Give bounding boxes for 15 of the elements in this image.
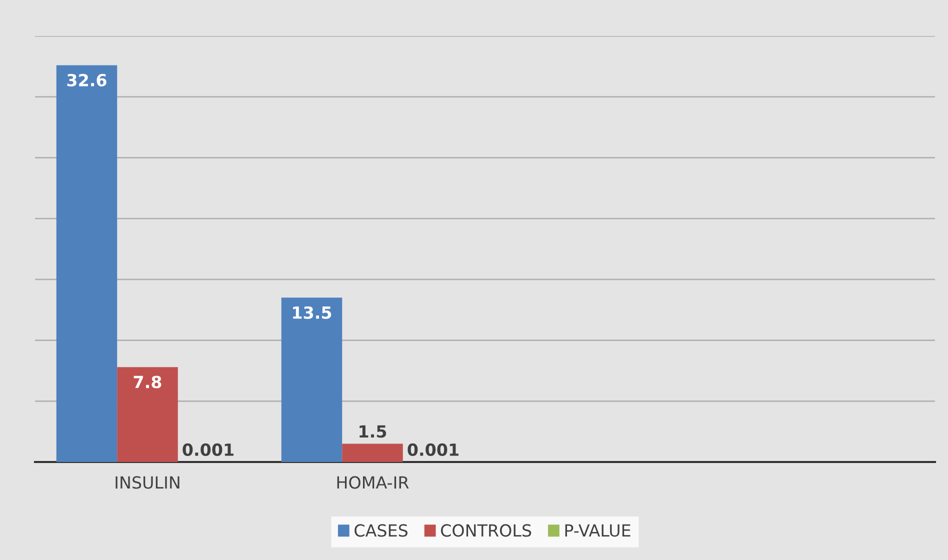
legend-label: P-VALUE	[565, 524, 630, 537]
bar	[281, 298, 342, 462]
data-label: 7.8	[134, 376, 162, 388]
bar	[117, 367, 178, 462]
data-label: 0.001	[182, 443, 234, 456]
bar	[56, 65, 118, 462]
data-label: 1.5	[360, 425, 386, 438]
legend-label: CONTROLS	[441, 524, 532, 537]
data-label: 13.5	[293, 306, 332, 319]
data-label: 0.001	[408, 443, 458, 456]
bar	[342, 444, 403, 462]
x-tick-label: INSULIN	[116, 476, 180, 489]
legend-label: CASES	[354, 524, 408, 537]
data-label: 32.6	[67, 74, 106, 86]
x-tick-label: HOMA-IR	[337, 476, 409, 489]
